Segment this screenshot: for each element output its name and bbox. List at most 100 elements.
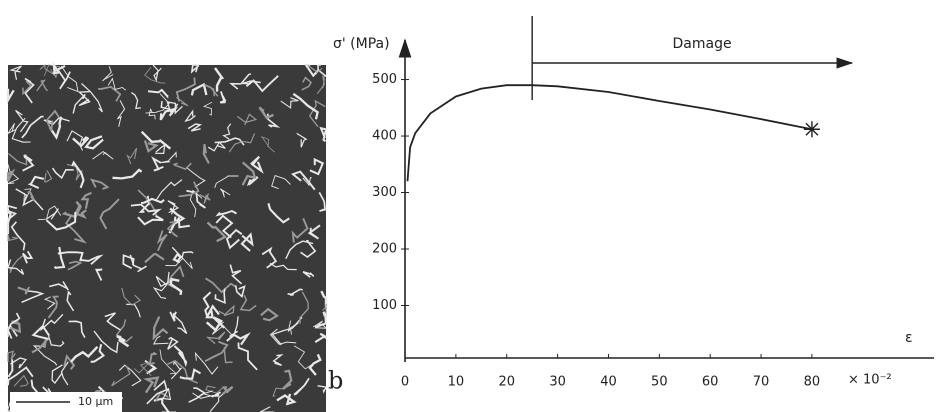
- texture: [165, 257, 193, 270]
- texture: [7, 153, 28, 166]
- texture: [229, 316, 239, 337]
- texture: [155, 179, 183, 201]
- texture: [175, 77, 196, 102]
- texture: [317, 385, 327, 394]
- y-tick-label: 100: [372, 298, 397, 313]
- texture: [6, 122, 17, 135]
- texture: [205, 304, 220, 319]
- texture: [13, 374, 29, 387]
- texture: [27, 175, 45, 190]
- texture: [296, 132, 308, 148]
- texture: [147, 88, 169, 99]
- texture: [293, 345, 317, 370]
- texture: [291, 218, 309, 243]
- texture: [143, 376, 160, 394]
- texture: [307, 64, 323, 74]
- scale-label: 10 µm: [78, 395, 113, 408]
- texture: [282, 369, 293, 390]
- texture: [199, 193, 211, 204]
- texture: [7, 350, 16, 363]
- texture: [303, 63, 320, 78]
- texture: [223, 347, 233, 364]
- texture: [7, 259, 25, 275]
- texture: [17, 286, 30, 295]
- texture: [167, 359, 198, 384]
- texture: [187, 123, 203, 132]
- damage-label: Damage: [673, 36, 732, 52]
- texture: [205, 331, 226, 345]
- texture: [65, 214, 88, 244]
- texture: [144, 66, 166, 84]
- texture: [23, 188, 32, 204]
- texture: [151, 156, 164, 172]
- texture: [68, 320, 86, 338]
- texture: [267, 203, 290, 224]
- texture: [260, 307, 280, 322]
- texture: [167, 336, 179, 350]
- texture: [219, 188, 231, 198]
- texture: [317, 64, 327, 78]
- texture: [7, 359, 14, 378]
- texture: [79, 254, 104, 265]
- texture: [66, 290, 75, 312]
- texture: [60, 65, 79, 93]
- texture: [131, 92, 141, 110]
- texture: [280, 97, 299, 109]
- texture: [184, 109, 196, 122]
- texture: [111, 365, 131, 387]
- texture: [172, 252, 182, 264]
- texture: [190, 82, 208, 96]
- texture: [144, 359, 158, 375]
- texture: [107, 77, 126, 91]
- texture: [242, 80, 261, 85]
- failure-marker: [803, 121, 820, 138]
- texture: [169, 311, 177, 322]
- texture: [15, 188, 44, 211]
- texture: [314, 332, 328, 343]
- texture: [228, 133, 256, 153]
- texture: [45, 212, 77, 231]
- texture: [60, 361, 69, 386]
- texture: [126, 303, 141, 318]
- x-tick-label: 10: [448, 375, 465, 390]
- texture: [74, 203, 87, 219]
- texture: [229, 264, 243, 285]
- texture: [51, 167, 74, 180]
- texture: [292, 92, 319, 120]
- texture: [155, 391, 169, 402]
- texture: [211, 321, 234, 337]
- texture: [7, 204, 18, 221]
- texture: [6, 168, 16, 182]
- texture: [159, 106, 179, 121]
- texture: [287, 320, 299, 335]
- texture: [246, 176, 259, 187]
- texture: [116, 335, 130, 348]
- texture: [167, 200, 180, 215]
- texture: [203, 83, 219, 97]
- texture: [43, 170, 53, 183]
- texture: [287, 288, 303, 296]
- texture: [168, 207, 186, 234]
- texture: [48, 335, 65, 347]
- texture: [22, 250, 34, 264]
- texture: [152, 64, 162, 82]
- texture: [94, 268, 103, 281]
- texture: [173, 314, 188, 335]
- texture: [240, 232, 254, 252]
- texture: [214, 137, 245, 146]
- texture: [176, 97, 189, 107]
- x-tick-label: 0: [401, 375, 409, 390]
- texture: [43, 296, 56, 310]
- texture: [15, 109, 29, 133]
- texture: [218, 304, 235, 317]
- texture: [166, 221, 178, 238]
- texture: [140, 130, 172, 150]
- texture: [307, 224, 321, 240]
- texture: [319, 126, 328, 143]
- texture: [171, 246, 194, 260]
- texture: [205, 316, 226, 332]
- panel-label: b: [328, 367, 343, 395]
- texture: [236, 113, 258, 126]
- texture: [159, 151, 177, 164]
